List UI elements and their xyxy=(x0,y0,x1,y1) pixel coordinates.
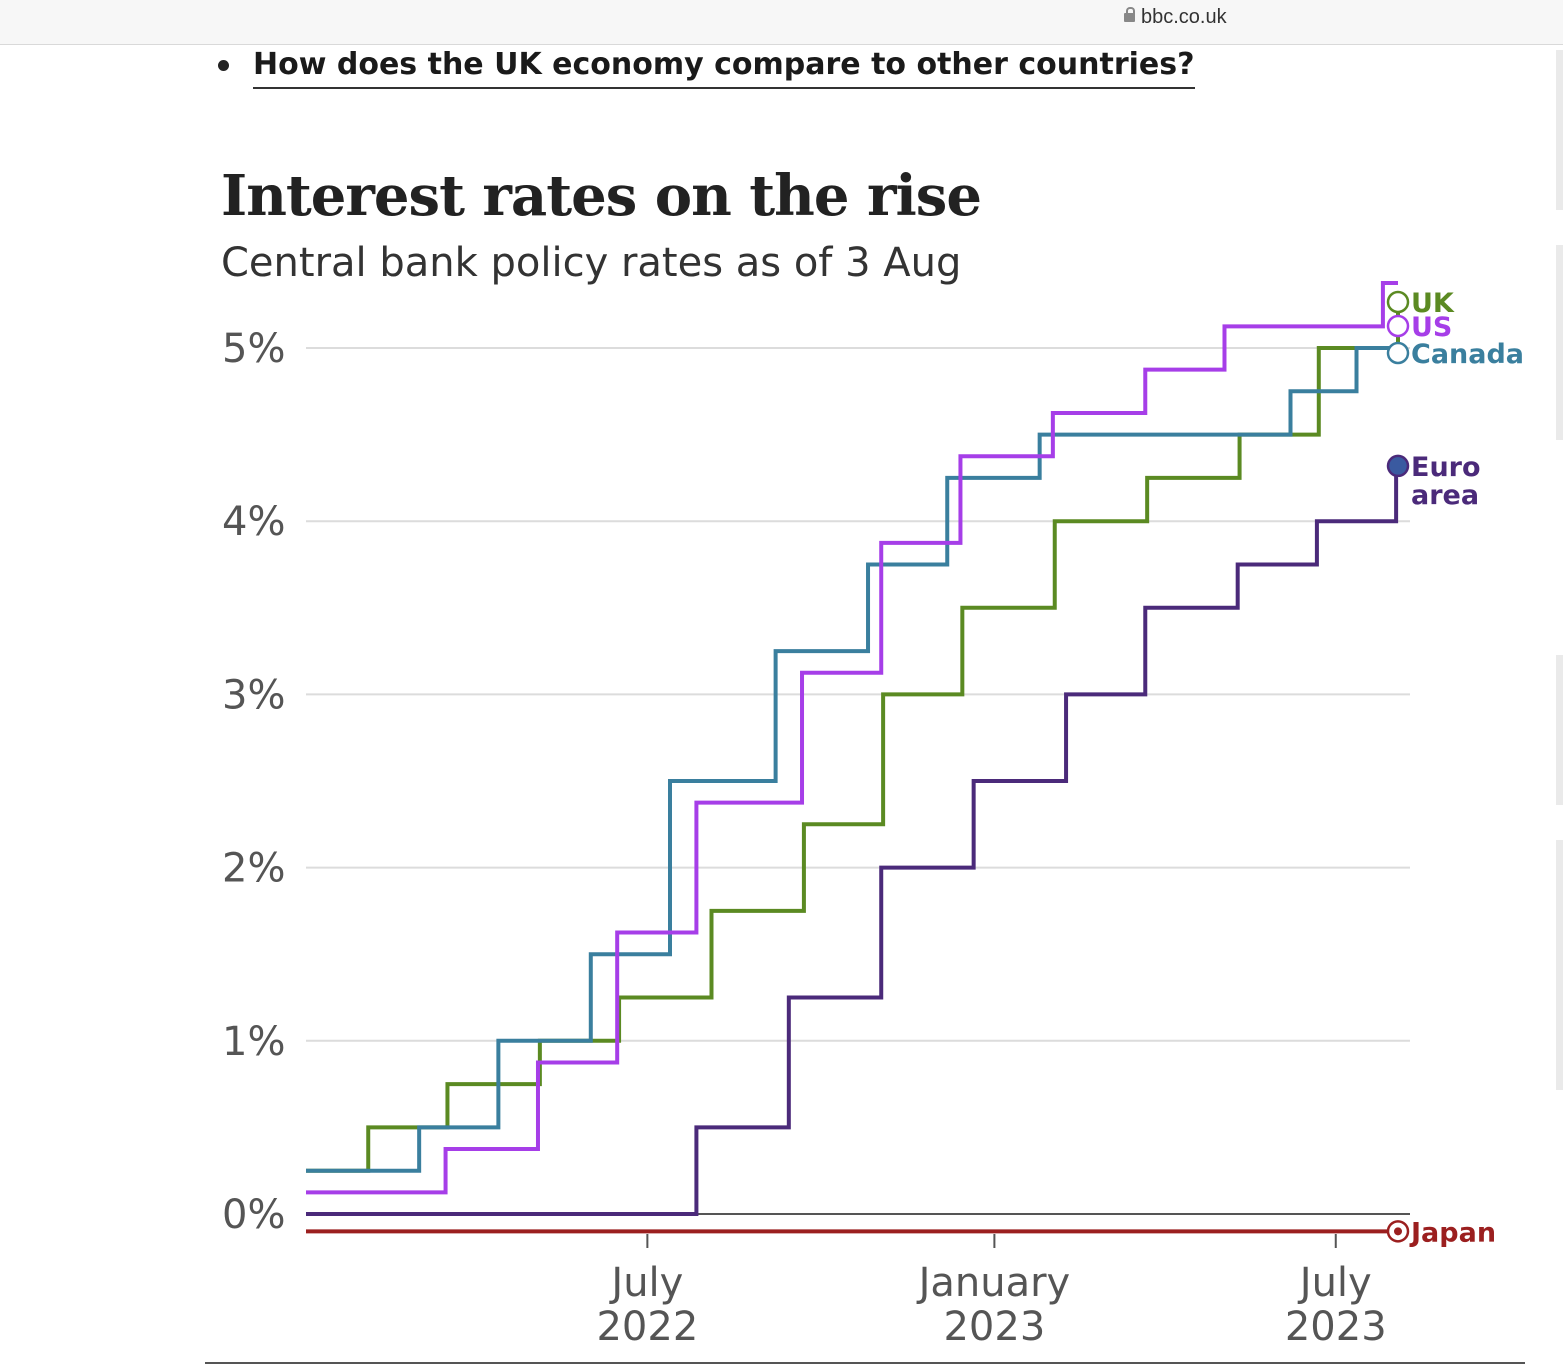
browser-address-bar[interactable]: bbc.co.uk xyxy=(0,0,1563,45)
y-tick-label: 3% xyxy=(222,672,285,718)
scroll-edge xyxy=(1556,50,1563,210)
series-label-japan: Japan xyxy=(1409,1217,1496,1248)
lock-icon xyxy=(1124,7,1135,22)
series-label-euro-area: Euro area xyxy=(1411,452,1481,511)
flag-marker-us xyxy=(1386,314,1410,338)
series-line-uk xyxy=(306,304,1400,1173)
y-tick-label: 0% xyxy=(222,1192,285,1238)
series-line-canada xyxy=(306,346,1398,1173)
flag-marker-euro-area xyxy=(1386,454,1410,478)
series-label-us: US xyxy=(1411,312,1452,343)
series-label-uk: UK xyxy=(1411,288,1455,319)
x-tick-label: July 2022 xyxy=(596,1260,698,1350)
url-display[interactable]: bbc.co.uk xyxy=(1124,6,1227,29)
y-tick-label: 5% xyxy=(222,326,285,372)
url-text: bbc.co.uk xyxy=(1141,6,1227,28)
y-tick-label: 2% xyxy=(222,846,285,892)
related-article-link[interactable]: How does the UK economy compare to other… xyxy=(253,45,1195,89)
x-tick-label: January 2023 xyxy=(916,1260,1071,1350)
series-line-euro-area xyxy=(306,475,1399,1216)
divider xyxy=(205,1362,1525,1364)
y-tick-label: 4% xyxy=(222,499,285,545)
chart-subtitle: Central bank policy rates as of 3 Aug xyxy=(221,240,962,286)
flag-marker-uk xyxy=(1386,290,1410,314)
x-tick-label: July 2023 xyxy=(1285,1260,1387,1350)
scroll-edge xyxy=(1556,655,1563,805)
y-tick-label: 1% xyxy=(222,1019,285,1065)
flag-marker-dot xyxy=(1394,1227,1402,1236)
list-bullet xyxy=(218,60,229,71)
series-label-canada: Canada xyxy=(1411,339,1524,370)
chart-title: Interest rates on the rise xyxy=(221,163,982,229)
scroll-edge xyxy=(1556,245,1563,440)
flag-marker-canada xyxy=(1386,341,1410,365)
scroll-edge xyxy=(1556,840,1563,1090)
series-line-us xyxy=(306,281,1398,1195)
